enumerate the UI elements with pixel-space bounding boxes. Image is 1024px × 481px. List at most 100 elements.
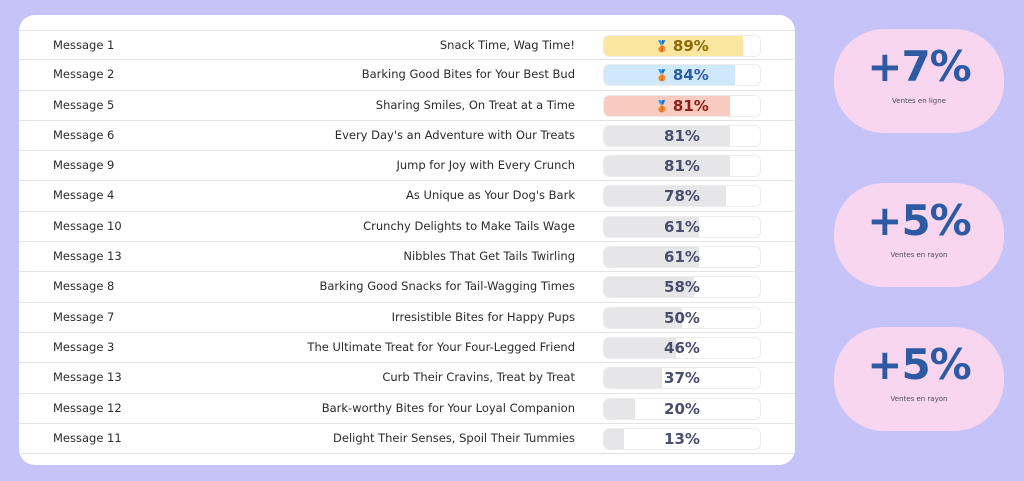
stat-value: +5% bbox=[867, 196, 972, 245]
score-bar-fill bbox=[604, 307, 682, 328]
score-bar-fill bbox=[604, 216, 700, 237]
message-id: Message 2 bbox=[53, 67, 115, 82]
score-value: 46% bbox=[604, 338, 760, 358]
table-row: Message 8 Barking Good Snacks for Tail-Wa… bbox=[19, 272, 795, 303]
score-bar-fill bbox=[604, 65, 736, 86]
score-percent: 61% bbox=[664, 248, 700, 267]
message-id: Message 10 bbox=[53, 218, 122, 233]
score-value: 13% bbox=[604, 429, 760, 449]
table-row: Message 9 Jump for Joy with Every Crunch 8… bbox=[19, 151, 795, 182]
score-bar-fill bbox=[604, 125, 731, 146]
score-bar: 61% bbox=[603, 215, 761, 238]
score-bar-fill bbox=[604, 398, 636, 419]
stat-value: +7% bbox=[867, 42, 972, 91]
score-value: 50% bbox=[604, 308, 760, 328]
table-row: Message 5 Sharing Smiles, On Treat at a T… bbox=[19, 91, 795, 121]
score-bar: 🥉 84% bbox=[603, 64, 761, 87]
medal-icon: 🥉 bbox=[655, 40, 669, 53]
score-percent: 13% bbox=[664, 429, 700, 448]
message-id: Message 13 bbox=[53, 249, 122, 264]
message-text: The Ultimate Treat for Your Four-Legged … bbox=[307, 339, 575, 354]
score-bar: 61% bbox=[603, 246, 761, 269]
score-bar-fill bbox=[604, 428, 625, 449]
score-percent: 58% bbox=[664, 278, 700, 297]
stat-label: Ventes en rayon bbox=[890, 395, 948, 403]
message-text: Curb Their Cravins, Treat by Treat bbox=[382, 370, 575, 385]
table-row: Message 3 The Ultimate Treat for Your Fou… bbox=[19, 333, 795, 364]
table-row: Message 12 Bark-worthy Bites for Your Loy… bbox=[19, 394, 795, 424]
table-row: Message 11 Delight Their Senses, Spoil Th… bbox=[19, 424, 795, 455]
table-row: Message 4 As Unique as Your Dog's Bark 78% bbox=[19, 181, 795, 212]
score-bar: 81% bbox=[603, 155, 761, 178]
score-value: 37% bbox=[604, 368, 760, 388]
message-text: Crunchy Delights to Make Tails Wage bbox=[363, 218, 575, 233]
message-id: Message 6 bbox=[53, 127, 115, 142]
score-percent: 20% bbox=[664, 399, 700, 418]
message-text: As Unique as Your Dog's Bark bbox=[406, 188, 575, 203]
medal-icon: 🥉 bbox=[655, 69, 669, 83]
message-id: Message 9 bbox=[53, 158, 115, 173]
table-row: Message 10 Crunchy Delights to Make Tails… bbox=[19, 212, 795, 243]
stat-value: +5% bbox=[867, 340, 972, 389]
score-bar-fill bbox=[604, 95, 731, 116]
message-text: Nibbles That Get Tails Twirling bbox=[403, 249, 575, 264]
table-row: Message 13 Curb Their Cravins, Treat by T… bbox=[19, 363, 795, 394]
score-bar: 58% bbox=[603, 276, 761, 299]
stat-bubble-store-sales: +5% Ventes en rayon bbox=[834, 183, 1004, 287]
table-row: Message 6 Every Day's an Adventure with O… bbox=[19, 121, 795, 152]
message-id: Message 12 bbox=[53, 400, 122, 415]
score-percent: 81% bbox=[664, 157, 700, 176]
score-bar-fill bbox=[604, 337, 676, 358]
message-text: Sharing Smiles, On Treat at a Time bbox=[375, 97, 575, 112]
message-text: Every Day's an Adventure with Our Treats bbox=[334, 127, 575, 142]
score-bar-fill bbox=[604, 186, 726, 207]
score-bar: 🥉 81% bbox=[603, 94, 761, 117]
message-text: Bark-worthy Bites for Your Loyal Compani… bbox=[321, 400, 575, 415]
stat-label: Ventes en rayon bbox=[890, 251, 948, 259]
results-card: Message 1 Snack Time, Wag Time! 🥉 89% Messag… bbox=[19, 15, 795, 465]
score-value: 61% bbox=[604, 247, 760, 267]
message-id: Message 11 bbox=[53, 430, 122, 445]
message-id: Message 7 bbox=[53, 309, 115, 324]
score-percent: 84% bbox=[672, 66, 709, 85]
message-text: Snack Time, Wag Time! bbox=[439, 38, 575, 52]
score-bar-fill bbox=[604, 247, 700, 268]
message-id: Message 13 bbox=[53, 370, 122, 385]
score-bar-fill bbox=[604, 368, 662, 389]
score-percent: 46% bbox=[664, 338, 700, 357]
message-id: Message 1 bbox=[53, 38, 115, 52]
message-text: Irresistible Bites for Happy Pups bbox=[391, 309, 575, 324]
stat-bubble-store-sales-2: +5% Ventes en rayon bbox=[834, 327, 1004, 431]
score-bar: 78% bbox=[603, 185, 761, 208]
score-percent: 89% bbox=[672, 37, 709, 55]
score-bar: 🥉 89% bbox=[603, 35, 761, 57]
score-bar: 46% bbox=[603, 336, 761, 359]
score-value: 81% bbox=[604, 126, 760, 146]
score-value: 20% bbox=[604, 399, 760, 419]
message-text: Barking Good Bites for Your Best Bud bbox=[361, 67, 575, 82]
message-text: Jump for Joy with Every Crunch bbox=[396, 158, 575, 173]
score-value: 58% bbox=[604, 277, 760, 297]
message-id: Message 3 bbox=[53, 339, 115, 354]
score-percent: 37% bbox=[664, 369, 700, 388]
message-id: Message 4 bbox=[53, 188, 115, 203]
stat-bubble-online-sales: +7% Ventes en ligne bbox=[834, 29, 1004, 133]
score-bar-fill bbox=[604, 277, 695, 298]
score-bar-fill bbox=[604, 36, 743, 56]
score-value: 61% bbox=[604, 217, 760, 237]
score-value: 81% bbox=[604, 156, 760, 176]
score-value: 🥉 89% bbox=[604, 36, 760, 56]
score-bar: 50% bbox=[603, 306, 761, 329]
score-value: 🥉 81% bbox=[604, 96, 760, 116]
message-id: Message 5 bbox=[53, 97, 115, 112]
table-row: Message 7 Irresistible Bites for Happy Pu… bbox=[19, 303, 795, 333]
score-percent: 81% bbox=[672, 96, 709, 115]
score-bar: 37% bbox=[603, 367, 761, 390]
score-value: 78% bbox=[604, 186, 760, 206]
score-value: 🥉 84% bbox=[604, 65, 760, 85]
score-percent: 81% bbox=[664, 126, 700, 145]
score-bar: 13% bbox=[603, 427, 761, 450]
table-row: Message 1 Snack Time, Wag Time! 🥉 89% bbox=[19, 30, 795, 61]
table-row: Message 2 Barking Good Bites for Your Bes… bbox=[19, 60, 795, 91]
medal-icon: 🥉 bbox=[655, 99, 669, 113]
